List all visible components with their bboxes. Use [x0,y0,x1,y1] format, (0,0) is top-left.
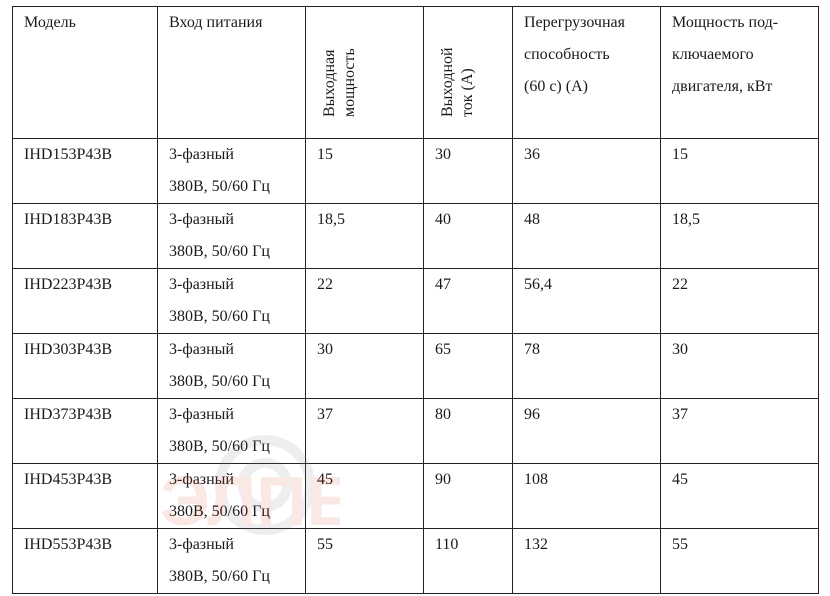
table-row: IHD373P43B 3-фазный 380В, 50/60 Гц 37 80 96 3… [12,398,819,464]
cell-overload: 36 [512,138,661,204]
header-motor-power: Мощность под- ключаемого двигателя, кВт [660,6,819,139]
cell-motor-power: 37 [660,398,819,464]
cell-output-power: 22 [305,268,424,334]
cell-input: 3-фазный 380В, 50/60 Гц [157,333,306,399]
spec-table: Модель Вход питания Выходная мощность Вы… [12,6,819,594]
cell-motor-power: 18,5 [660,203,819,269]
table-row: IHD153P43B 3-фазный 380В, 50/60 Гц 15 30 36 1… [12,138,819,204]
cell-output-current: 47 [423,268,513,334]
cell-input: 3-фазный 380В, 50/60 Гц [157,203,306,269]
cell-output-current: 110 [423,528,513,594]
cell-overload: 48 [512,203,661,269]
cell-output-power: 37 [305,398,424,464]
cell-model: IHD153P43B [12,138,158,204]
cell-output-current: 80 [423,398,513,464]
cell-output-power: 15 [305,138,424,204]
cell-overload: 96 [512,398,661,464]
table-row: IHD553P43B 3-фазный 380В, 50/60 Гц 55 110 13… [12,528,819,594]
cell-output-current: 40 [423,203,513,269]
header-output-current-cell: Выходной ток (А) [423,6,513,139]
cell-model: IHD373P43B [12,398,158,464]
cell-motor-power: 22 [660,268,819,334]
cell-output-power: 45 [305,463,424,529]
cell-model: IHD303P43B [12,333,158,399]
table-row: IHD183P43B 3-фазный 380В, 50/60 Гц 18,5 40 4… [12,203,819,269]
cell-output-current: 30 [423,138,513,204]
table-row: IHD303P43B 3-фазный 380В, 50/60 Гц 30 65 78 3… [12,333,819,399]
cell-input: 3-фазный 380В, 50/60 Гц [157,463,306,529]
cell-model: IHD453P43B [12,463,158,529]
cell-motor-power: 30 [660,333,819,399]
cell-model: IHD553P43B [12,528,158,594]
cell-overload: 78 [512,333,661,399]
cell-input: 3-фазный 380В, 50/60 Гц [157,138,306,204]
cell-model: IHD183P43B [12,203,158,269]
header-output-current: Выходной ток (А) [439,47,476,117]
cell-model: IHD223P43B [12,268,158,334]
header-input: Вход питания [157,6,306,139]
cell-output-power: 55 [305,528,424,594]
cell-motor-power: 45 [660,463,819,529]
header-output-power: Выходная мощность [321,48,358,117]
cell-motor-power: 15 [660,138,819,204]
cell-input: 3-фазный 380В, 50/60 Гц [157,398,306,464]
cell-motor-power: 55 [660,528,819,594]
table-row: IHD223P43B 3-фазный 380В, 50/60 Гц 22 47 56,… [12,268,819,334]
header-model: Модель [12,6,158,139]
header-output-power-cell: Выходная мощность [305,6,424,139]
cell-output-current: 90 [423,463,513,529]
header-overload: Перегрузочная способность (60 с) (А) [512,6,661,139]
table-row: IHD453P43B 3-фазный 380В, 50/60 Гц 45 90 108… [12,463,819,529]
header-row: Модель Вход питания Выходная мощность Вы… [12,6,819,139]
cell-output-power: 30 [305,333,424,399]
cell-input: 3-фазный 380В, 50/60 Гц [157,268,306,334]
cell-overload: 132 [512,528,661,594]
cell-output-current: 65 [423,333,513,399]
cell-overload: 108 [512,463,661,529]
cell-input: 3-фазный 380В, 50/60 Гц [157,528,306,594]
cell-output-power: 18,5 [305,203,424,269]
cell-overload: 56,4 [512,268,661,334]
